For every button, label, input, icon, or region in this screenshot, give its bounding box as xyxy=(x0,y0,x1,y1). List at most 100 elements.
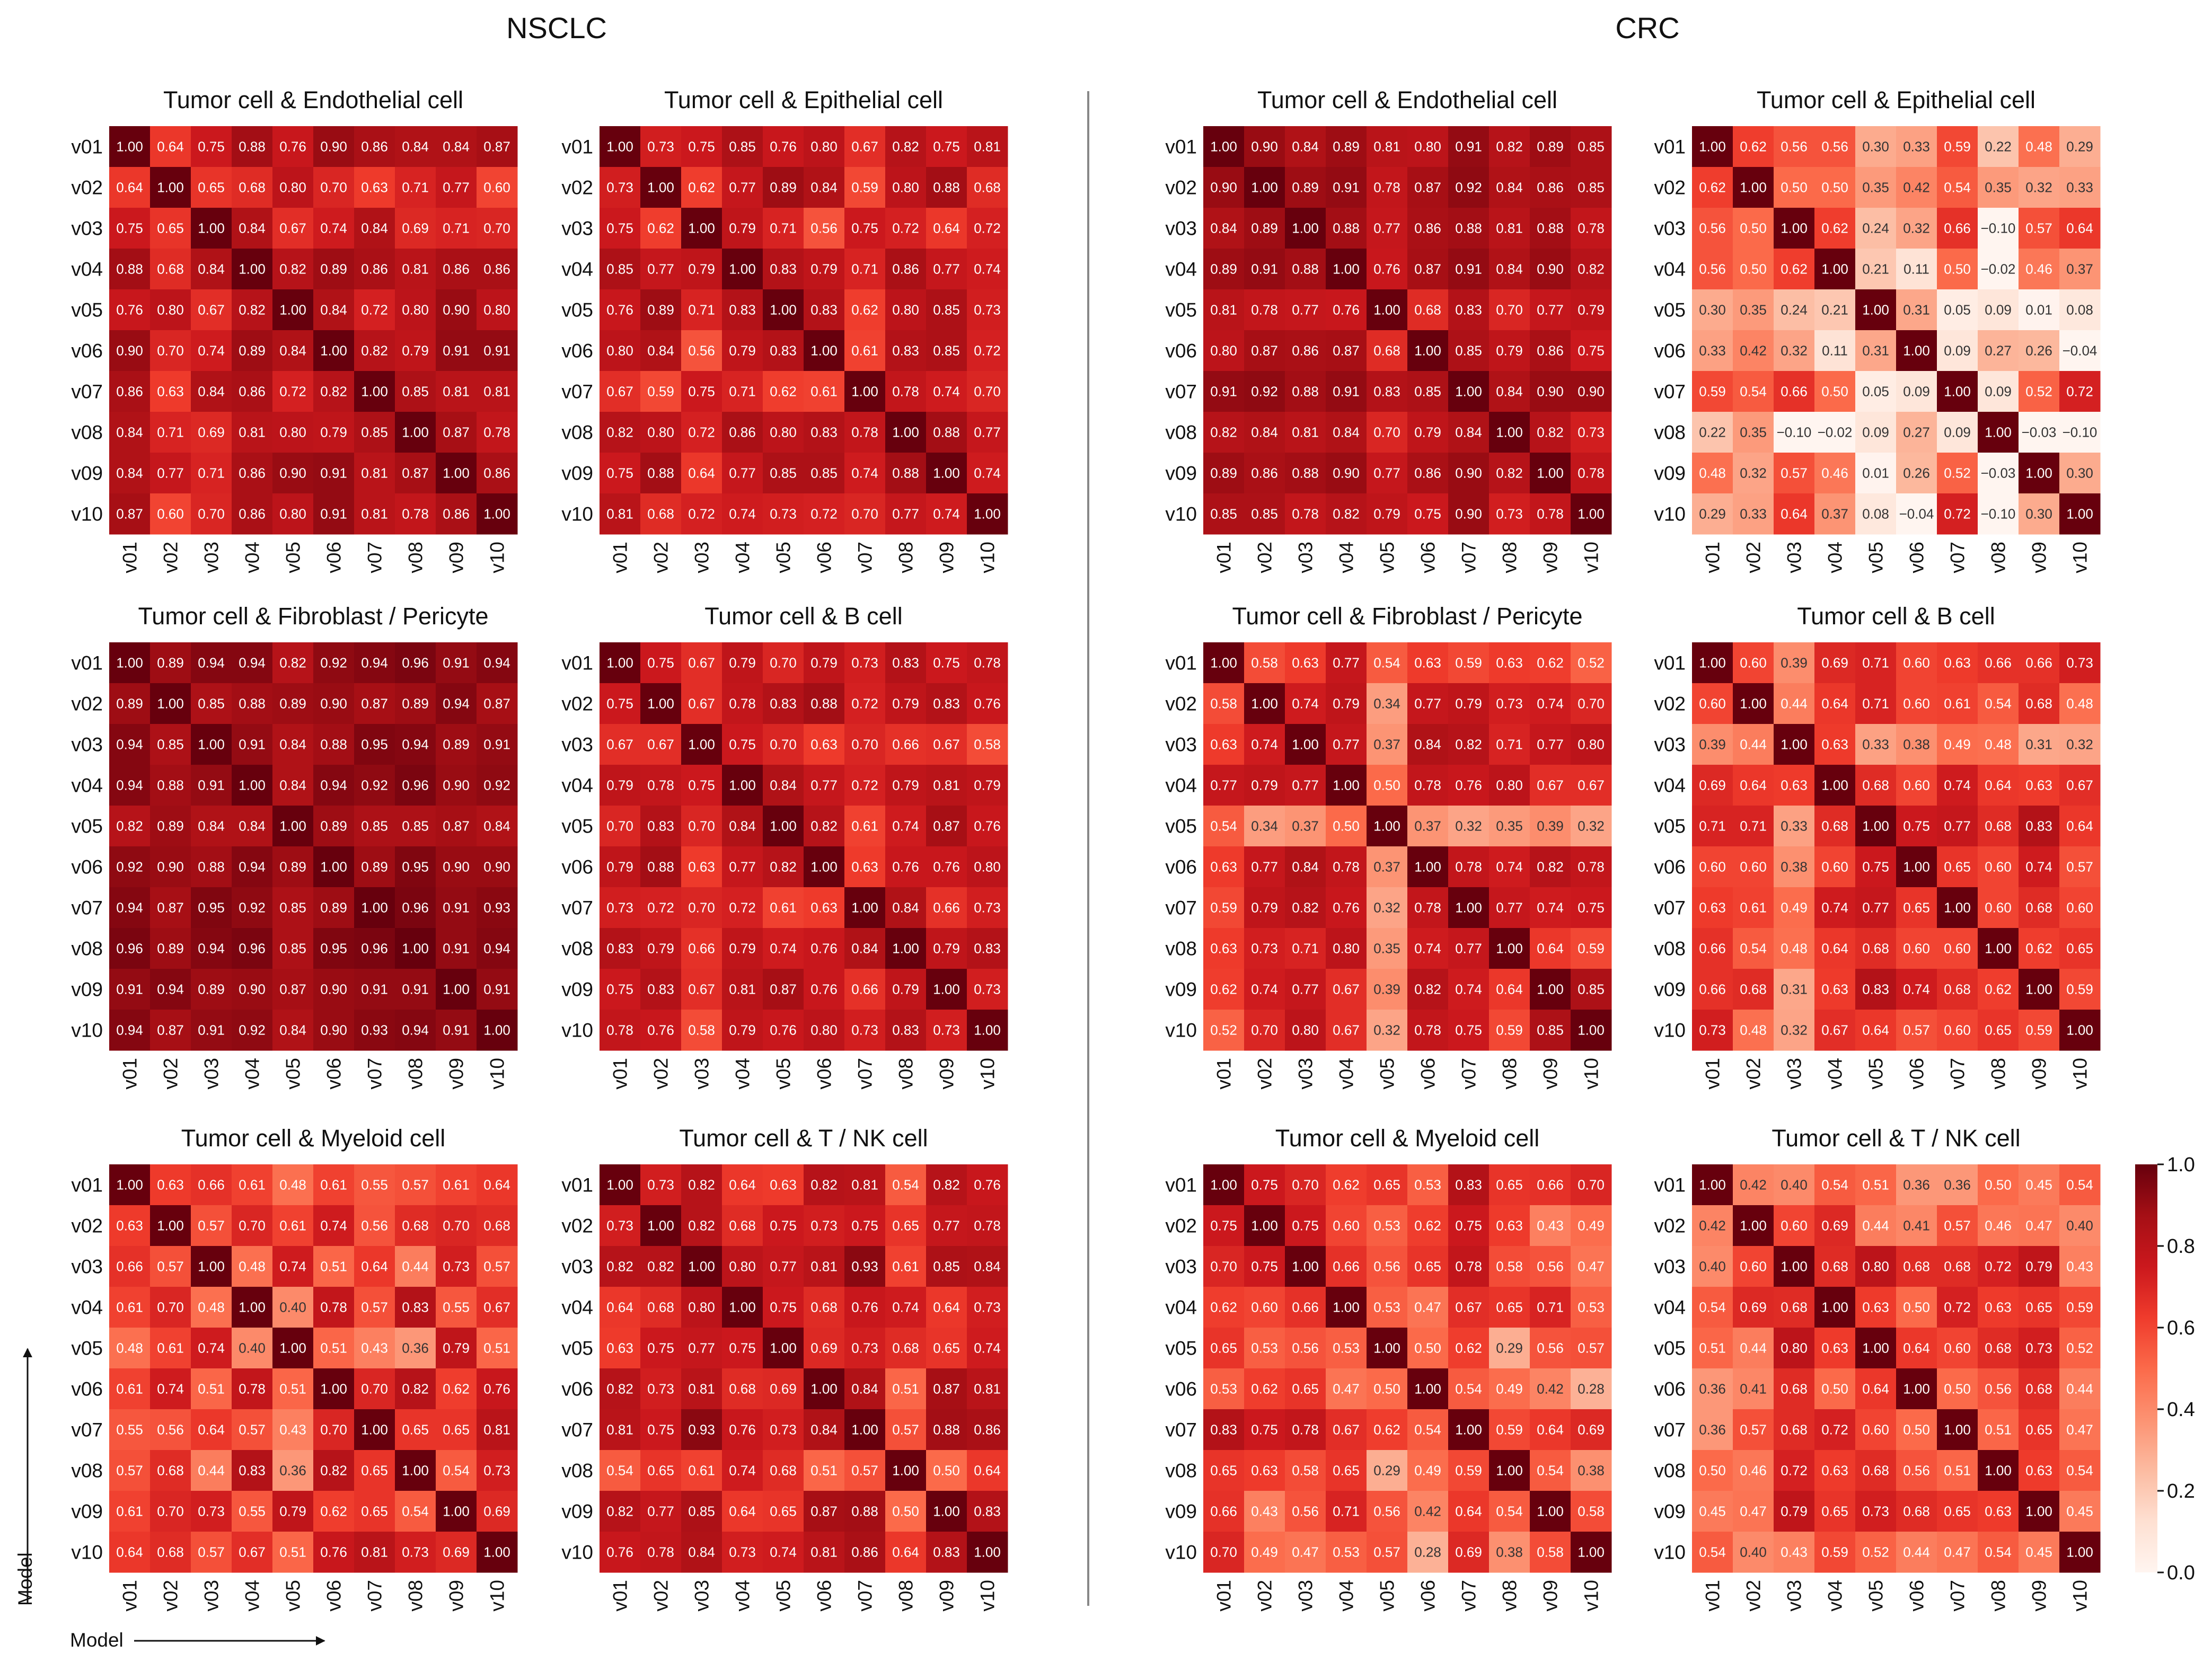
cell-value: 0.91 xyxy=(1333,384,1360,400)
cell-value: 0.88 xyxy=(239,696,266,712)
heatmap-cell xyxy=(436,683,477,724)
cell-value: 0.84 xyxy=(851,941,878,957)
heatmap-cell xyxy=(150,493,191,535)
heatmap-cell xyxy=(600,1010,641,1051)
heatmap-cell xyxy=(804,724,845,765)
column-label: v06 xyxy=(1906,1058,1928,1090)
cell-value: 0.87 xyxy=(1251,343,1278,359)
cell-value: 0.84 xyxy=(851,1381,878,1397)
heatmap-cell xyxy=(191,642,232,684)
heatmap-cell xyxy=(804,453,845,494)
cell-value: 0.85 xyxy=(1210,506,1237,522)
cell-value: 0.65 xyxy=(770,1504,797,1519)
row-label: v03 xyxy=(561,734,593,756)
cell-value: 0.76 xyxy=(1455,777,1482,793)
cell-value: 0.67 xyxy=(688,655,715,671)
cell-value: 0.56 xyxy=(1985,1381,2012,1397)
cell-value: 0.56 xyxy=(1903,1463,1930,1479)
row-label: v04 xyxy=(1165,1297,1197,1319)
cell-value: 0.60 xyxy=(1333,1218,1360,1234)
cell-value: 0.63 xyxy=(157,1177,184,1193)
x-axis-indicator: Model xyxy=(70,1629,325,1651)
cell-value: 0.86 xyxy=(892,261,919,277)
cell-value: 0.67 xyxy=(279,220,306,236)
heatmap-cell xyxy=(926,765,967,806)
cell-value: 0.61 xyxy=(320,1177,347,1193)
heatmap-cell xyxy=(477,1368,518,1410)
heatmap-cell xyxy=(722,806,763,847)
cell-value: 0.82 xyxy=(606,1504,633,1519)
cell-value: 0.37 xyxy=(1373,859,1400,875)
cell-value: 0.69 xyxy=(1455,1544,1482,1560)
cell-value: 0.94 xyxy=(239,859,266,875)
cell-value: 0.56 xyxy=(1821,139,1848,155)
cell-value: 0.66 xyxy=(1699,982,1726,997)
cell-value: 1.00 xyxy=(1740,180,1767,196)
cell-value: 0.29 xyxy=(2066,139,2093,155)
heatmap-cell xyxy=(844,846,886,888)
cell-value: 0.67 xyxy=(688,696,715,712)
heatmap-cell xyxy=(436,1164,477,1206)
heatmap-cell xyxy=(722,1368,763,1410)
heatmap-cell xyxy=(763,453,804,494)
cell-value: 0.83 xyxy=(770,343,797,359)
column-label: v06 xyxy=(323,1580,345,1612)
heatmap-cell xyxy=(436,1246,477,1287)
heatmap-cell xyxy=(191,1328,232,1369)
heatmap-cell xyxy=(681,371,722,412)
heatmap-cell xyxy=(354,1409,395,1451)
column-label: v06 xyxy=(1417,1058,1439,1090)
heatmap-cell xyxy=(640,208,682,249)
cell-value: 0.09 xyxy=(1985,384,2012,400)
cell-value: 0.89 xyxy=(1333,139,1360,155)
cell-value: 0.78 xyxy=(320,1299,347,1315)
cell-value: 0.79 xyxy=(810,261,838,277)
cell-value: 0.72 xyxy=(688,425,715,440)
cell-value: 0.71 xyxy=(443,220,470,236)
row-label: v08 xyxy=(1654,938,1686,960)
cell-value: 0.64 xyxy=(1903,1340,1930,1356)
heatmap-cell xyxy=(763,1246,804,1287)
heatmap-cell xyxy=(640,642,682,684)
cell-value: 0.93 xyxy=(688,1422,715,1438)
column-label: v08 xyxy=(1988,1058,2010,1090)
cell-value: 0.50 xyxy=(1699,1463,1726,1479)
row-label: v01 xyxy=(1654,652,1686,674)
cell-value: 0.67 xyxy=(1333,1422,1360,1438)
cell-value: 0.70 xyxy=(688,900,715,916)
cell-value: 0.75 xyxy=(647,1422,674,1438)
heatmap-cell xyxy=(191,412,232,453)
heatmap-cell xyxy=(109,371,151,412)
cell-value: 0.62 xyxy=(647,220,674,236)
cell-value: 0.60 xyxy=(1985,900,2012,916)
cell-value: 0.68 xyxy=(729,1218,756,1234)
heatmap-cell xyxy=(395,846,436,888)
cell-value: 0.84 xyxy=(729,818,756,834)
heatmap-cell xyxy=(272,724,314,765)
cell-value: 0.89 xyxy=(239,343,266,359)
heatmap-cell xyxy=(640,1368,682,1410)
cell-value: 0.86 xyxy=(1251,465,1278,481)
cell-value: 0.70 xyxy=(239,1218,266,1234)
heatmap-cell xyxy=(395,765,436,806)
column-label: v01 xyxy=(610,542,631,573)
cell-value: 0.78 xyxy=(606,1022,633,1038)
cell-value: 0.73 xyxy=(770,506,797,522)
cell-value: 0.91 xyxy=(483,343,510,359)
heatmap-cell xyxy=(804,289,845,331)
heatmap-cell xyxy=(804,1205,845,1246)
cell-value: 0.71 xyxy=(1496,737,1523,753)
heatmap-cell xyxy=(477,249,518,290)
heatmap-cell xyxy=(681,126,722,167)
cell-value: 0.87 xyxy=(933,1381,960,1397)
heatmap-cell xyxy=(681,846,722,888)
cell-value: 0.64 xyxy=(1821,941,1848,957)
column-label: v07 xyxy=(1947,1058,1969,1090)
cell-value: 0.60 xyxy=(483,180,510,196)
heatmap-cell xyxy=(600,765,641,806)
cell-value: 0.80 xyxy=(1862,1259,1889,1275)
cell-value: 0.82 xyxy=(647,1259,674,1275)
heatmap-cell xyxy=(395,330,436,372)
cell-value: 0.66 xyxy=(1292,1299,1319,1315)
column-label: v03 xyxy=(201,1058,223,1090)
